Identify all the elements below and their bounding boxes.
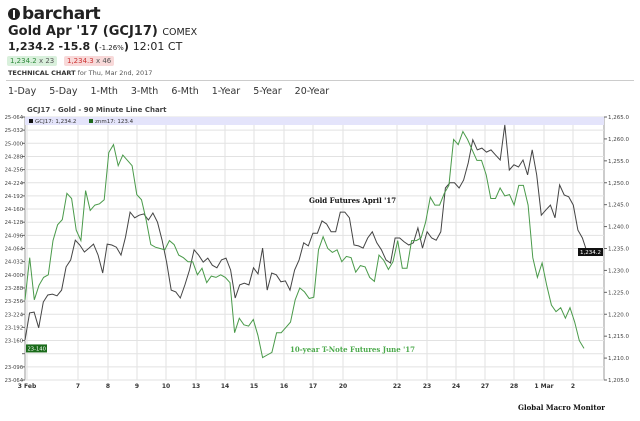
x-tick-label: 22 <box>393 383 401 390</box>
left-tick-label: 23-224 <box>5 312 24 318</box>
left-tick-label: 24-064 <box>5 247 24 253</box>
bid-badge: 1,234.2 x 23 <box>7 56 58 66</box>
tab-5-year[interactable]: 5-Year <box>253 86 282 97</box>
bid-size: x 23 <box>38 57 55 65</box>
right-tick-label: 1,215.0 <box>608 334 629 340</box>
right-tick-label: 1,250.0 <box>608 181 629 187</box>
quote-time: 12:01 CT <box>132 40 183 53</box>
left-tick-label: 23-288 <box>5 286 23 292</box>
period-tabs: 1-Day 5-Day 1-Mth 3-Mth 6-Mth 1-Year 5-Year 20-… <box>8 86 329 97</box>
tech-label: TECHNICAL CHART <box>8 69 76 77</box>
current-tnote-marker <box>26 344 47 353</box>
tab-1-mth[interactable]: 1-Mth <box>90 86 118 97</box>
left-tick-label: 24-288 <box>5 154 23 160</box>
left-tick-label: 24-128 <box>5 220 23 226</box>
legend-swatch-gold <box>29 119 33 123</box>
tech-date: for Thu, Mar 2nd, 2017 <box>77 69 153 77</box>
x-tick-label: 14 <box>221 383 229 390</box>
x-tick-label: 9 <box>135 383 139 390</box>
x-tick-label: 15 <box>250 383 258 390</box>
current-tnote-label: 23-140 <box>28 346 46 352</box>
left-tick-label: 24-192 <box>5 194 23 200</box>
legend-swatch-tnote <box>89 119 93 123</box>
price-change: -15.8 <box>58 40 91 53</box>
x-tick-label: 20 <box>339 383 347 390</box>
x-tick-label: 3 Feb <box>18 383 37 390</box>
x-tick-label: 1 Mar <box>534 383 553 390</box>
x-tick-label: 28 <box>510 383 518 390</box>
right-tick-label: 1,265.0 <box>608 115 629 121</box>
series-line-gcj17 <box>24 124 588 341</box>
right-tick-label: 1,230.0 <box>608 268 629 274</box>
x-tick-label: 7 <box>76 383 80 390</box>
ask-badge: 1,234.3 x 46 <box>64 56 115 66</box>
left-tick-label: 23-192 <box>5 325 23 331</box>
exchange: COMEX <box>162 27 198 38</box>
right-tick-label: 1,245.0 <box>608 203 629 209</box>
left-tick-label: 24-256 <box>5 168 23 174</box>
price-line: 1,234.2 -15.8 (-1.26%) 12:01 CT <box>8 40 183 53</box>
left-tick-label: 25-032 <box>5 128 23 134</box>
current-price-marker <box>578 248 603 257</box>
ask-size: x 46 <box>95 57 112 65</box>
tab-3-mth[interactable]: 3-Mth <box>130 86 159 97</box>
gold-annotation: Gold Futures April '17 <box>309 196 396 205</box>
x-tick-label: 10 <box>162 383 170 390</box>
left-tick-label: 23-064 <box>5 378 24 384</box>
left-tick-label: 25-064 <box>5 115 24 121</box>
right-tick-label: 1,220.0 <box>608 312 629 318</box>
left-tick-label: 24-096 <box>5 233 23 239</box>
right-tick-label: 1,205.0 <box>608 378 629 384</box>
title-text: Gold Apr '17 (GCJ17) <box>8 24 158 39</box>
left-tick-label: 23-160 <box>5 339 23 345</box>
tnote-annotation: 10-year T-Note Futures June '17 <box>290 345 415 354</box>
legend-label-gold: GCJ17: 1,234.2 <box>35 119 76 125</box>
ask-price: 1,234.3 <box>67 57 94 65</box>
change-pct: -1.26% <box>99 44 124 52</box>
x-tick-label: 2 <box>571 383 575 390</box>
tab-20-year[interactable]: 20-Year <box>294 86 330 97</box>
left-tick-label: 24-000 <box>5 273 23 279</box>
divider <box>6 80 634 81</box>
chart-title: GCJ17 - Gold - 90 Minute Line Chart <box>27 106 167 114</box>
tab-1-year[interactable]: 1-Year <box>211 86 241 97</box>
left-tick-label: 25-000 <box>5 141 23 147</box>
left-tick-label: 24-224 <box>5 181 24 187</box>
bid-price: 1,234.2 <box>10 57 37 65</box>
source-watermark: Global Macro Monitor <box>518 403 605 412</box>
right-tick-label: 1,260.0 <box>608 137 629 143</box>
x-tick-label: 8 <box>106 383 110 390</box>
left-tick-label: 23-096 <box>5 365 23 371</box>
tab-6-mth[interactable]: 6-Mth <box>171 86 199 97</box>
tab-1-day[interactable]: 1-Day <box>8 86 37 97</box>
left-tick-label: 23-256 <box>5 299 23 305</box>
current-price-label: 1,234.2 <box>580 250 601 256</box>
instrument-title: Gold Apr '17 (GCJ17) COMEX <box>8 24 197 39</box>
series-line-znm17 <box>24 130 585 359</box>
right-tick-label: 1,255.0 <box>608 159 629 165</box>
barchart-logo[interactable]: barchart <box>8 4 101 24</box>
technical-chart-label: TECHNICAL CHART for Thu, Mar 2nd, 2017 <box>8 69 152 77</box>
legend-label-tnote: znm17: 123.4 <box>95 119 134 125</box>
legend-band <box>25 117 604 125</box>
last-price: 1,234.2 <box>8 40 55 53</box>
x-tick-label: 13 <box>192 383 200 390</box>
x-tick-label: 24 <box>452 383 460 390</box>
x-tick-label: 23 <box>423 383 431 390</box>
right-tick-label: 1,225.0 <box>608 290 629 296</box>
right-tick-label: 1,240.0 <box>608 225 629 231</box>
left-tick-label: 24-032 <box>5 260 23 266</box>
logo-text: barchart <box>22 4 101 24</box>
left-tick-label: 24-160 <box>5 207 23 213</box>
tab-5-day[interactable]: 5-Day <box>49 86 78 97</box>
x-tick-label: 27 <box>481 383 489 390</box>
x-tick-label: 16 <box>280 383 288 390</box>
right-tick-label: 1,235.0 <box>608 247 629 253</box>
logo-icon <box>8 8 20 20</box>
right-tick-label: 1,210.0 <box>608 356 629 362</box>
x-tick-label: 17 <box>309 383 317 390</box>
